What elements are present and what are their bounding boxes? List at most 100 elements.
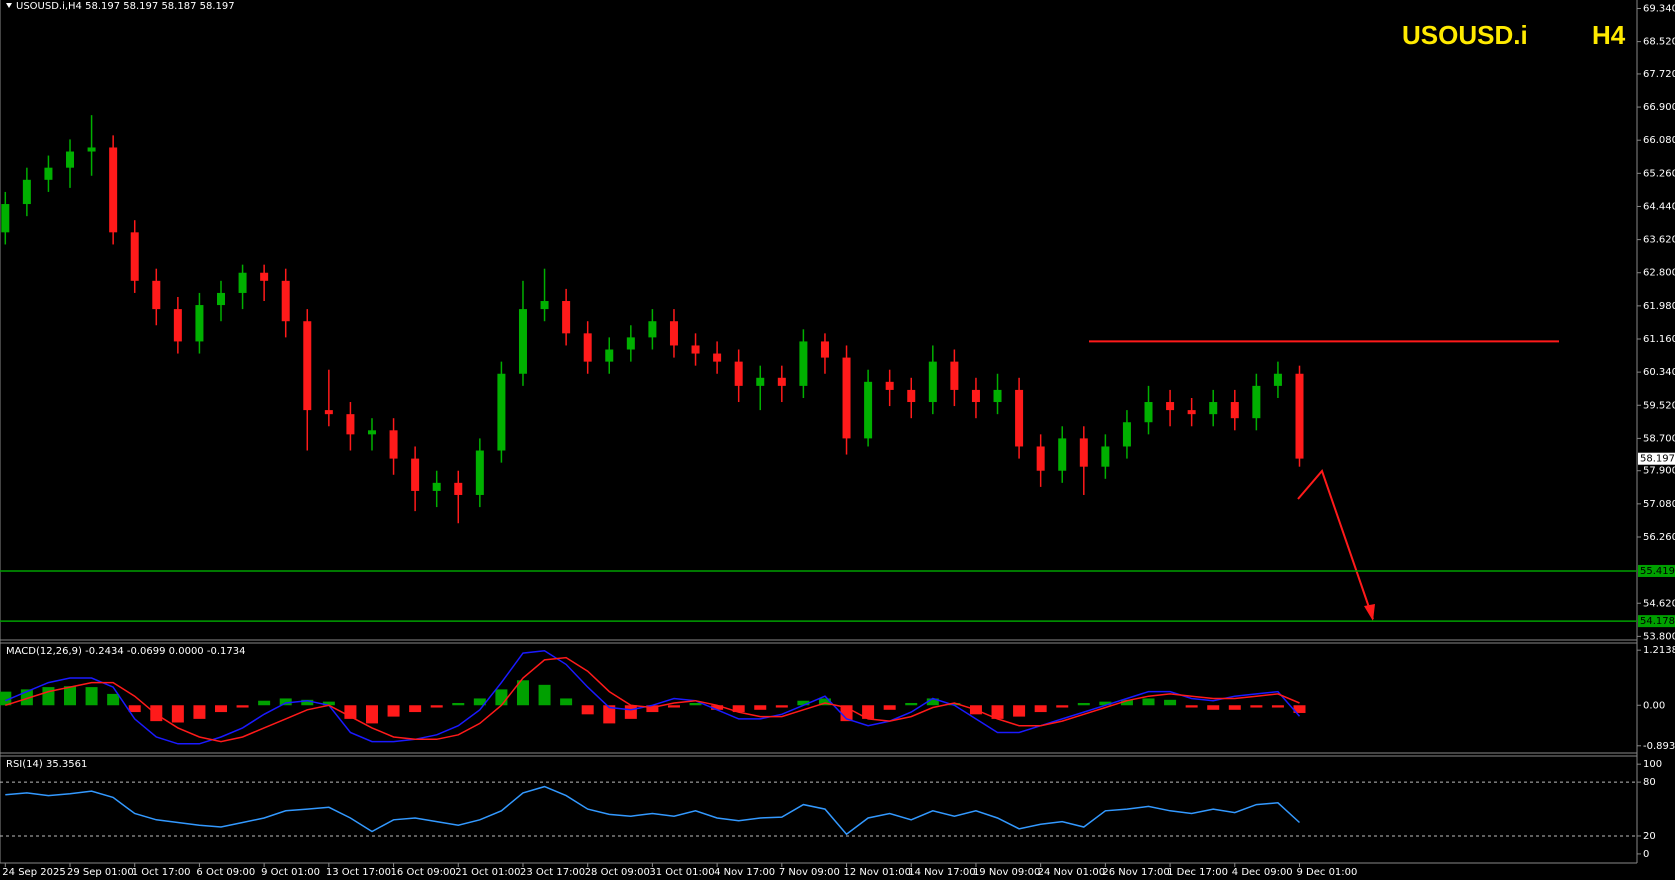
x-tick-label: 28 Oct 09:00	[585, 867, 650, 878]
macd-histogram-bar	[236, 705, 249, 708]
macd-histogram-bar	[646, 705, 659, 713]
macd-label: MACD(12,26,9) -0.2434 -0.0699 0.0000 -0.…	[6, 646, 245, 657]
y-tick-label: 54.620	[1643, 598, 1675, 609]
y-tick-label: 57.900	[1643, 466, 1675, 477]
macd-histogram-bar	[1164, 699, 1177, 706]
macd-histogram-bar	[171, 705, 184, 723]
candle-body	[518, 309, 527, 374]
macd-histogram-bar	[495, 689, 508, 706]
candle-body	[454, 482, 463, 495]
candle-body	[367, 430, 376, 435]
macd-histogram-bar	[452, 702, 465, 706]
candle-body	[238, 272, 247, 293]
x-tick-label: 7 Nov 09:00	[779, 867, 840, 878]
candle-body	[130, 232, 139, 281]
x-tick-label: 31 Oct 01:00	[649, 867, 714, 878]
y-tick-label: 0.00	[1643, 700, 1665, 711]
macd-histogram-bar	[1142, 698, 1155, 706]
candle-body	[281, 280, 290, 322]
y-tick-label: 68.520	[1643, 37, 1675, 48]
plot-layer: 69.340 68.520 67.720 66.900 66.080 65.260 64.4…	[0, 3, 1675, 878]
candle-body	[303, 321, 312, 411]
last-price-box	[1638, 452, 1675, 465]
y-tick-label: 53.800	[1643, 631, 1675, 642]
macd-histogram-bar	[797, 700, 810, 706]
candle-body	[1209, 402, 1218, 415]
macd-histogram-bar	[279, 698, 292, 706]
y-tick-label: 59.520	[1643, 400, 1675, 411]
macd-histogram-bar	[409, 705, 422, 713]
candle-body	[842, 357, 851, 439]
candle-body	[669, 321, 678, 346]
macd-histogram-bar	[1250, 705, 1263, 708]
candle-body	[562, 301, 571, 334]
candle-body	[799, 341, 808, 386]
macd-histogram-bar	[926, 698, 939, 706]
candle-body	[1, 204, 10, 233]
x-tick-label: 9 Dec 01:00	[1297, 867, 1358, 878]
candle-body	[756, 377, 765, 386]
macd-histogram-bar	[560, 698, 573, 706]
candle-body	[411, 458, 420, 491]
y-tick-label: 57.080	[1643, 499, 1675, 510]
macd-histogram-bar	[128, 705, 141, 713]
macd-histogram-bar	[1099, 701, 1112, 706]
candle-body	[734, 361, 743, 386]
x-tick-label: 16 Oct 09:00	[391, 867, 456, 878]
last-price-label: 58.197	[1640, 454, 1675, 465]
macd-histogram-bar	[301, 699, 314, 706]
macd-histogram-bar	[107, 693, 120, 706]
candle-body	[195, 305, 204, 342]
candle-body	[777, 377, 786, 386]
macd-histogram-bar	[1228, 705, 1241, 710]
candle-body	[1230, 402, 1239, 419]
x-tick-label: 12 Nov 01:00	[844, 867, 911, 878]
candle-body	[1144, 402, 1153, 423]
x-tick-label: 29 Sep 01:00	[67, 867, 134, 878]
timeframe-title: H4	[1592, 20, 1626, 50]
candle-body	[1122, 422, 1131, 447]
macd-histogram-bar	[732, 705, 745, 713]
macd-histogram-bar	[258, 700, 271, 706]
dropdown-icon[interactable]	[6, 3, 12, 8]
level-label-box	[1638, 615, 1675, 628]
macd-histogram-bar	[1034, 705, 1047, 713]
x-tick-label: 13 Oct 17:00	[326, 867, 391, 878]
candle-body	[993, 389, 1002, 403]
y-tick-label: 1.2138	[1643, 645, 1675, 656]
y-tick-label: 80	[1643, 777, 1656, 788]
macd-histogram-bar	[1013, 705, 1026, 717]
x-tick-label: 1 Dec 17:00	[1167, 867, 1228, 878]
x-tick-label: 23 Oct 17:00	[520, 867, 585, 878]
macd-histogram-bar	[64, 686, 77, 706]
macd-histogram-bar	[387, 705, 400, 717]
x-tick-label: 24 Sep 2025	[2, 867, 65, 878]
candle-body	[389, 430, 398, 459]
candle-body	[1036, 446, 1045, 471]
y-tick-label: 67.720	[1643, 69, 1675, 80]
macd-histogram-bar	[193, 705, 206, 719]
macd-line	[5, 650, 1301, 745]
y-tick-label: 62.800	[1643, 268, 1675, 279]
macd-histogram-bar	[42, 687, 55, 706]
candle-body	[648, 321, 657, 338]
candle-body	[1295, 373, 1304, 459]
x-tick-label: 24 Nov 01:00	[1038, 867, 1105, 878]
macd-histogram-bar	[581, 705, 594, 715]
macd-histogram-bar	[365, 705, 378, 724]
candle-body	[260, 272, 269, 281]
macd-histogram-bar	[603, 705, 616, 724]
candle-body	[432, 482, 441, 491]
x-tick-label: 19 Nov 09:00	[973, 867, 1040, 878]
candle-body	[1273, 373, 1282, 386]
x-tick-label: 9 Oct 01:00	[261, 867, 320, 878]
macd-histogram-bar	[1271, 705, 1284, 708]
candle-body	[1079, 438, 1088, 467]
candle-body	[44, 167, 53, 180]
y-tick-label: 66.900	[1643, 102, 1675, 113]
rsi-line	[5, 785, 1301, 836]
macd-histogram-bar	[322, 701, 335, 706]
macd-histogram-bar	[883, 705, 896, 710]
y-tick-label: 56.260	[1643, 532, 1675, 543]
x-tick-label: 6 Oct 09:00	[196, 867, 255, 878]
